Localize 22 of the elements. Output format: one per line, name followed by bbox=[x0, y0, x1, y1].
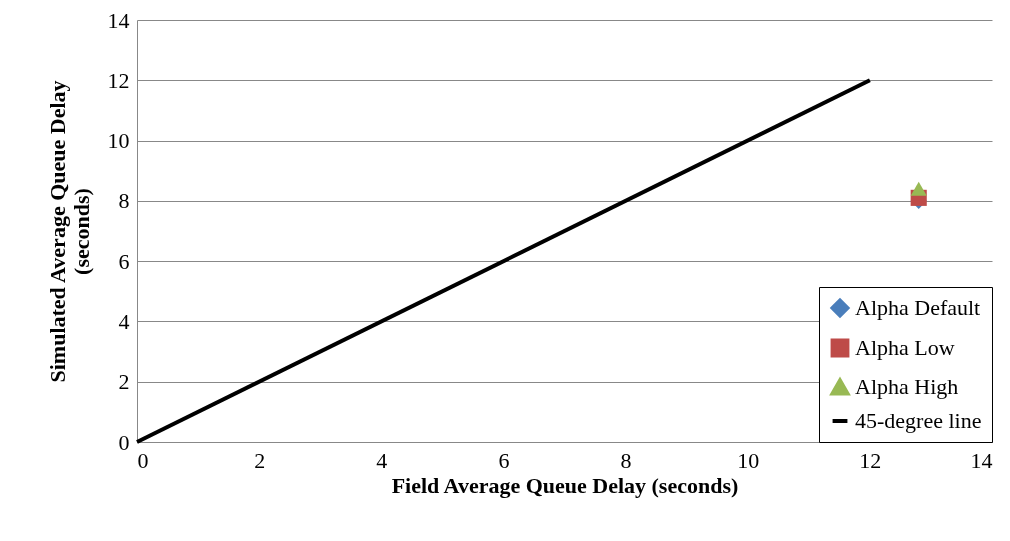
x-tick-label: 10 bbox=[737, 447, 760, 473]
x-tick-label: 2 bbox=[254, 447, 266, 473]
y-tick-label: 8 bbox=[118, 188, 130, 214]
legend-label: Alpha Low bbox=[855, 335, 955, 360]
legend-label: Alpha Default bbox=[855, 295, 981, 320]
x-tick-label: 14 bbox=[970, 447, 993, 473]
y-tick-label: 14 bbox=[107, 7, 130, 33]
x-tick-label: 12 bbox=[859, 447, 882, 473]
x-tick-label: 6 bbox=[498, 447, 510, 473]
x-tick-label: 0 bbox=[137, 447, 149, 473]
x-tick-label: 4 bbox=[376, 447, 388, 473]
x-axis-title: Field Average Queue Delay (seconds) bbox=[391, 472, 739, 498]
y-axis-title: Simulated Average Queue Delay (seconds) bbox=[44, 80, 94, 383]
y-tick-label: 0 bbox=[118, 429, 130, 455]
y-tick-label: 6 bbox=[118, 248, 130, 274]
x-tick-label: 8 bbox=[620, 447, 632, 473]
y-tick-label: 4 bbox=[118, 308, 130, 334]
y-tick-label: 2 bbox=[118, 369, 130, 395]
legend-label: 45-degree line bbox=[855, 408, 982, 433]
legend-label: Alpha High bbox=[855, 374, 959, 399]
y-tick-label: 12 bbox=[107, 67, 130, 93]
y-tick-label: 10 bbox=[107, 128, 130, 154]
